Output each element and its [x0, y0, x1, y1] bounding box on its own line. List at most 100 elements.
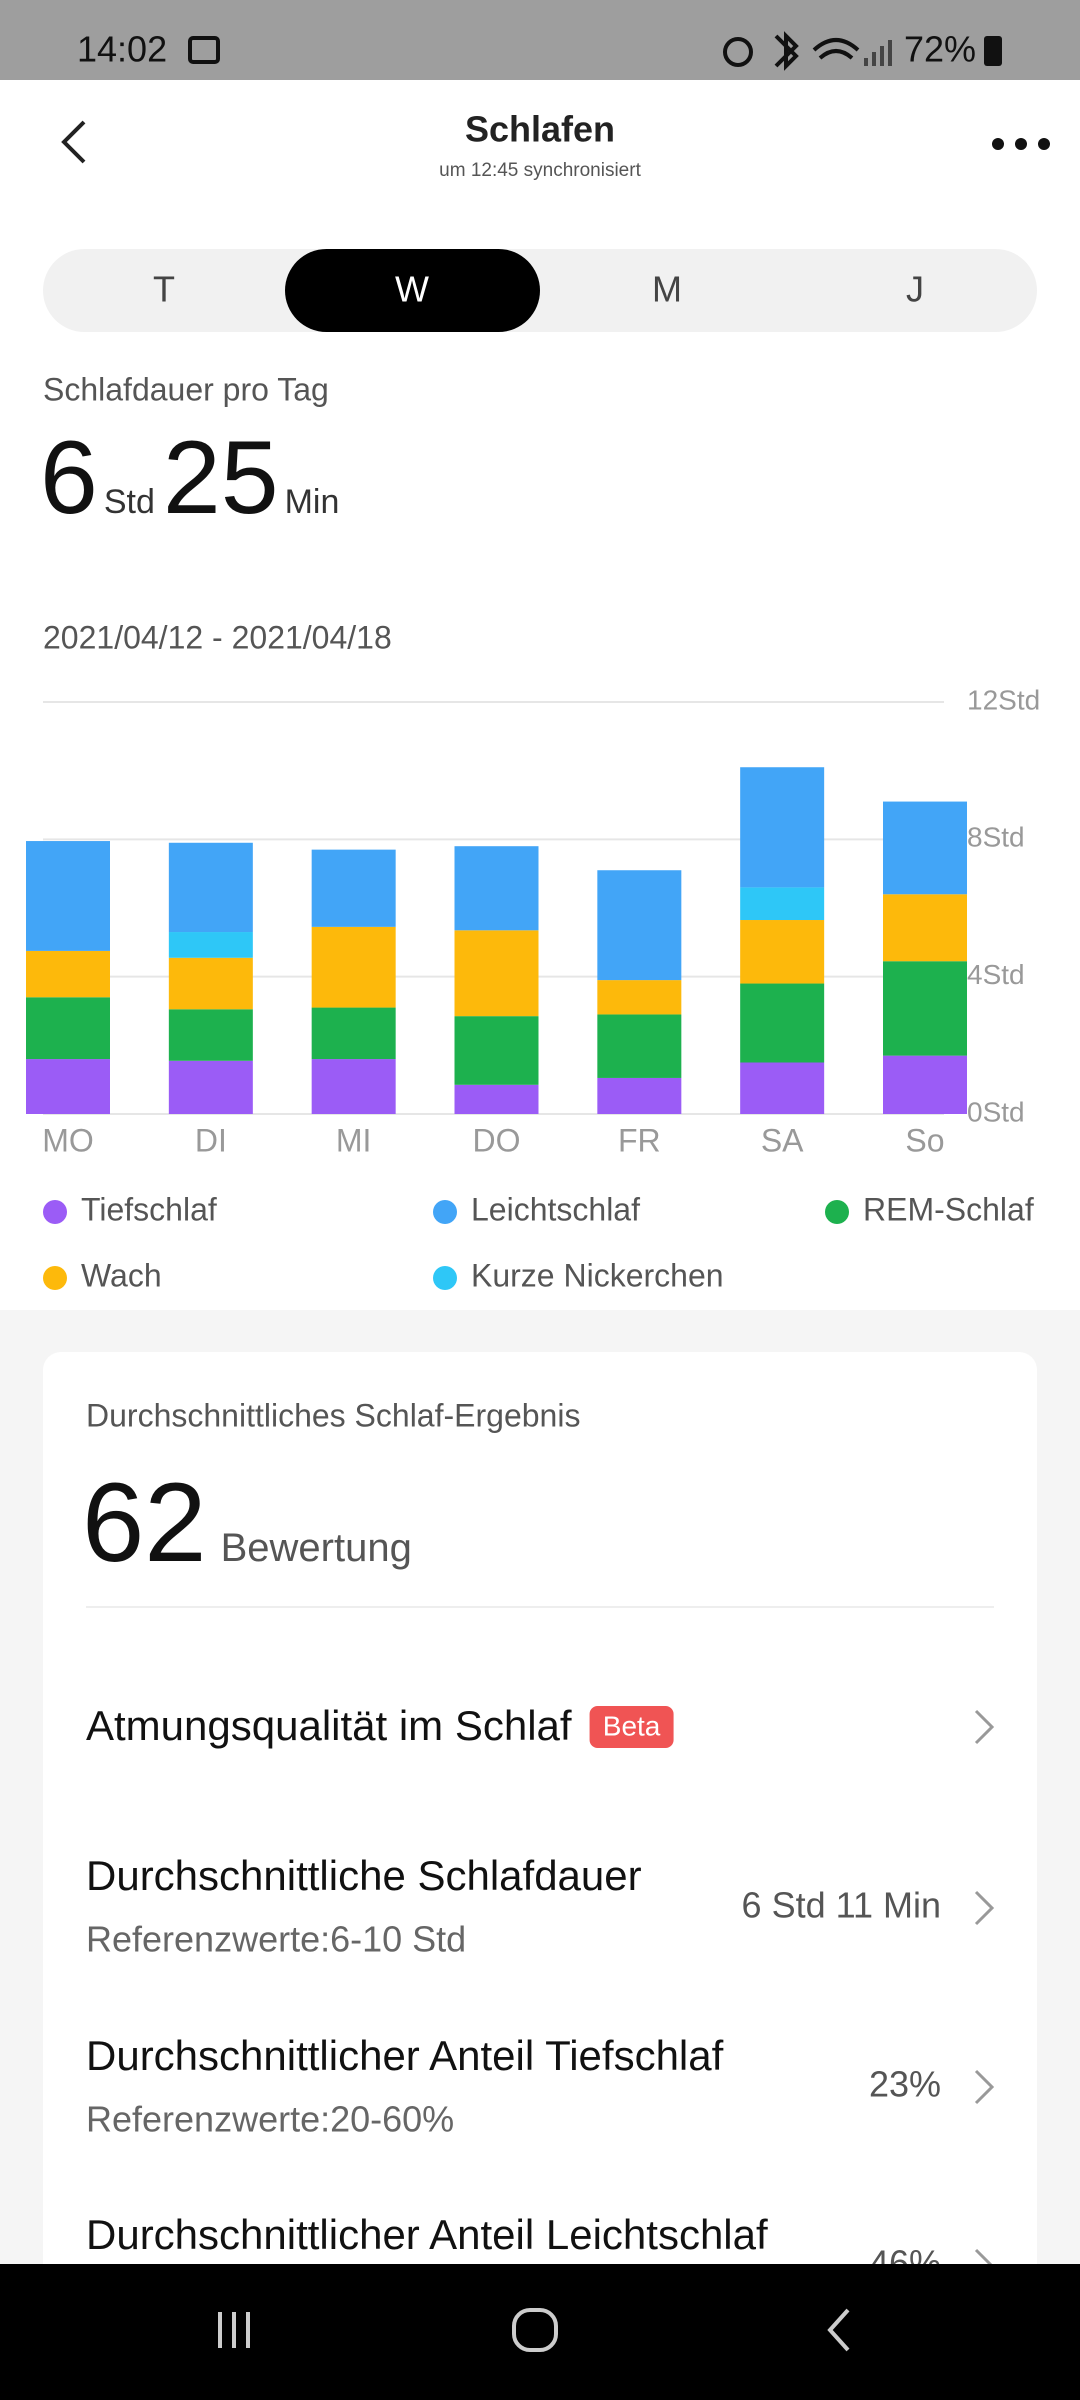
- tab-label: T: [153, 269, 175, 310]
- item-subtitle: Referenzwerte:6-10 Std: [86, 1919, 466, 1960]
- bar-segment: [26, 1059, 110, 1114]
- minutes-unit: Min: [285, 483, 340, 521]
- item-value: 23%: [869, 2064, 941, 2105]
- bar-segment: [740, 1062, 825, 1114]
- bar-segment: [883, 961, 967, 1056]
- legend-item: Leichtschlaf: [433, 1191, 640, 1227]
- bar-segment: [597, 1077, 682, 1114]
- legend-swatch: [825, 1200, 849, 1224]
- tab[interactable]: M: [652, 269, 682, 310]
- bar-segment: [311, 926, 396, 1008]
- bar-segment: [740, 983, 825, 1063]
- alarm-icon: [723, 37, 753, 67]
- list-item[interactable]: Durchschnittliche Schlafdauer Referenzwer…: [86, 1852, 995, 1960]
- dot: [1015, 138, 1027, 150]
- bar-segment: [883, 894, 967, 962]
- legend-item: Wach: [43, 1257, 162, 1293]
- item-title: Durchschnittliche Schlafdauer: [86, 1852, 642, 1899]
- recent-apps-button[interactable]: [218, 2312, 250, 2348]
- minutes: 25: [163, 420, 279, 536]
- bar-segment: [740, 920, 825, 984]
- signal-icon: [864, 40, 892, 66]
- bar-segment: [597, 870, 682, 981]
- back-button[interactable]: [61, 120, 86, 164]
- summary-label: Schlafdauer pro Tag: [43, 371, 329, 407]
- date-range: 2021/04/12 - 2021/04/18: [43, 619, 392, 655]
- legend-item: REM-Schlaf: [825, 1191, 1034, 1227]
- header-subtitle: um 12:45 synchronisiert: [439, 160, 641, 181]
- x-tick-label: DO: [473, 1122, 521, 1158]
- bar-segment: [26, 997, 110, 1060]
- legend-label: Kurze Nickerchen: [471, 1257, 724, 1293]
- bar-segment: [597, 1014, 682, 1078]
- bar-segment: [311, 1059, 396, 1114]
- bar-segment: [168, 1060, 253, 1114]
- y-tick-label: 0Std: [967, 1096, 1025, 1127]
- legend-swatch: [43, 1266, 67, 1290]
- bar-segment: [168, 842, 253, 933]
- bar-segment: [454, 1084, 539, 1114]
- bar-segment: [454, 1016, 539, 1085]
- tab[interactable]: J: [906, 269, 924, 310]
- x-tick-label: So: [905, 1122, 944, 1158]
- more-button[interactable]: [992, 138, 1050, 150]
- tab-label: J: [906, 269, 924, 310]
- score-label: Durchschnittliches Schlaf-Ergebnis: [86, 1397, 580, 1433]
- x-tick-label: DI: [195, 1122, 227, 1158]
- hours: 6: [40, 420, 98, 536]
- chevron: [974, 2069, 995, 2105]
- item-title: Durchschnittlicher Anteil Tiefschlaf: [86, 2032, 724, 2079]
- dot: [992, 138, 1004, 150]
- score-value: 62: [82, 1460, 207, 1585]
- bar-segment: [883, 801, 967, 895]
- home-button[interactable]: [512, 2308, 558, 2352]
- tab[interactable]: T: [153, 269, 175, 310]
- wifi-icon: [812, 38, 860, 60]
- item-title: Atmungsqualität im Schlaf: [86, 1702, 572, 1749]
- legend-swatch: [433, 1200, 457, 1224]
- bar-segment: [597, 980, 682, 1015]
- list-item[interactable]: Durchschnittlicher Anteil Tiefschlaf Refe…: [86, 2032, 995, 2140]
- chevron: [974, 1890, 995, 1926]
- chevron: [974, 1709, 995, 1745]
- list-item[interactable]: Atmungsqualität im Schlaf Beta: [86, 1702, 995, 1749]
- legend-swatch: [433, 1266, 457, 1290]
- battery-icon: [984, 36, 1002, 66]
- bar-segment: [740, 767, 825, 888]
- legend-item: Tiefschlaf: [43, 1191, 217, 1227]
- bar-segment: [26, 950, 110, 998]
- bar-segment: [454, 846, 539, 931]
- gallery-icon: [188, 36, 220, 64]
- score-card: [43, 1352, 1037, 2400]
- y-tick-label: 8Std: [967, 822, 1025, 853]
- bar-segment: [454, 930, 539, 1017]
- bar-segment: [168, 932, 253, 958]
- status-bar: [0, 0, 1080, 80]
- badge: [589, 1706, 674, 1748]
- badge-label: Beta: [603, 1710, 661, 1741]
- item-subtitle: Referenzwerte:20-60%: [86, 2099, 454, 2140]
- tab-label: W: [395, 269, 429, 310]
- x-tick-label: MI: [336, 1122, 372, 1158]
- list-item[interactable]: Durchschnittlicher Anteil Leichtschlaf46…: [86, 2211, 995, 2284]
- bar-segment: [311, 1007, 396, 1060]
- score-unit: Bewertung: [221, 1526, 412, 1570]
- legend-label: REM-Schlaf: [863, 1191, 1034, 1227]
- bluetooth-icon: [774, 31, 799, 71]
- dot: [1038, 138, 1050, 150]
- nav-back-button[interactable]: [827, 2308, 850, 2352]
- hours-unit: Std: [104, 483, 155, 521]
- y-tick-label: 4Std: [967, 959, 1025, 990]
- bar-segment: [26, 841, 110, 951]
- legend-label: Tiefschlaf: [81, 1191, 217, 1227]
- tab[interactable]: W: [285, 249, 540, 332]
- legend-swatch: [43, 1200, 67, 1224]
- bar-segment: [883, 1055, 967, 1114]
- bar-segment: [168, 1009, 253, 1061]
- status-battery: 72%: [904, 29, 976, 70]
- score: 62 Bewertung: [82, 1460, 412, 1585]
- x-tick-label: MO: [42, 1122, 94, 1158]
- bar-segment: [311, 849, 396, 927]
